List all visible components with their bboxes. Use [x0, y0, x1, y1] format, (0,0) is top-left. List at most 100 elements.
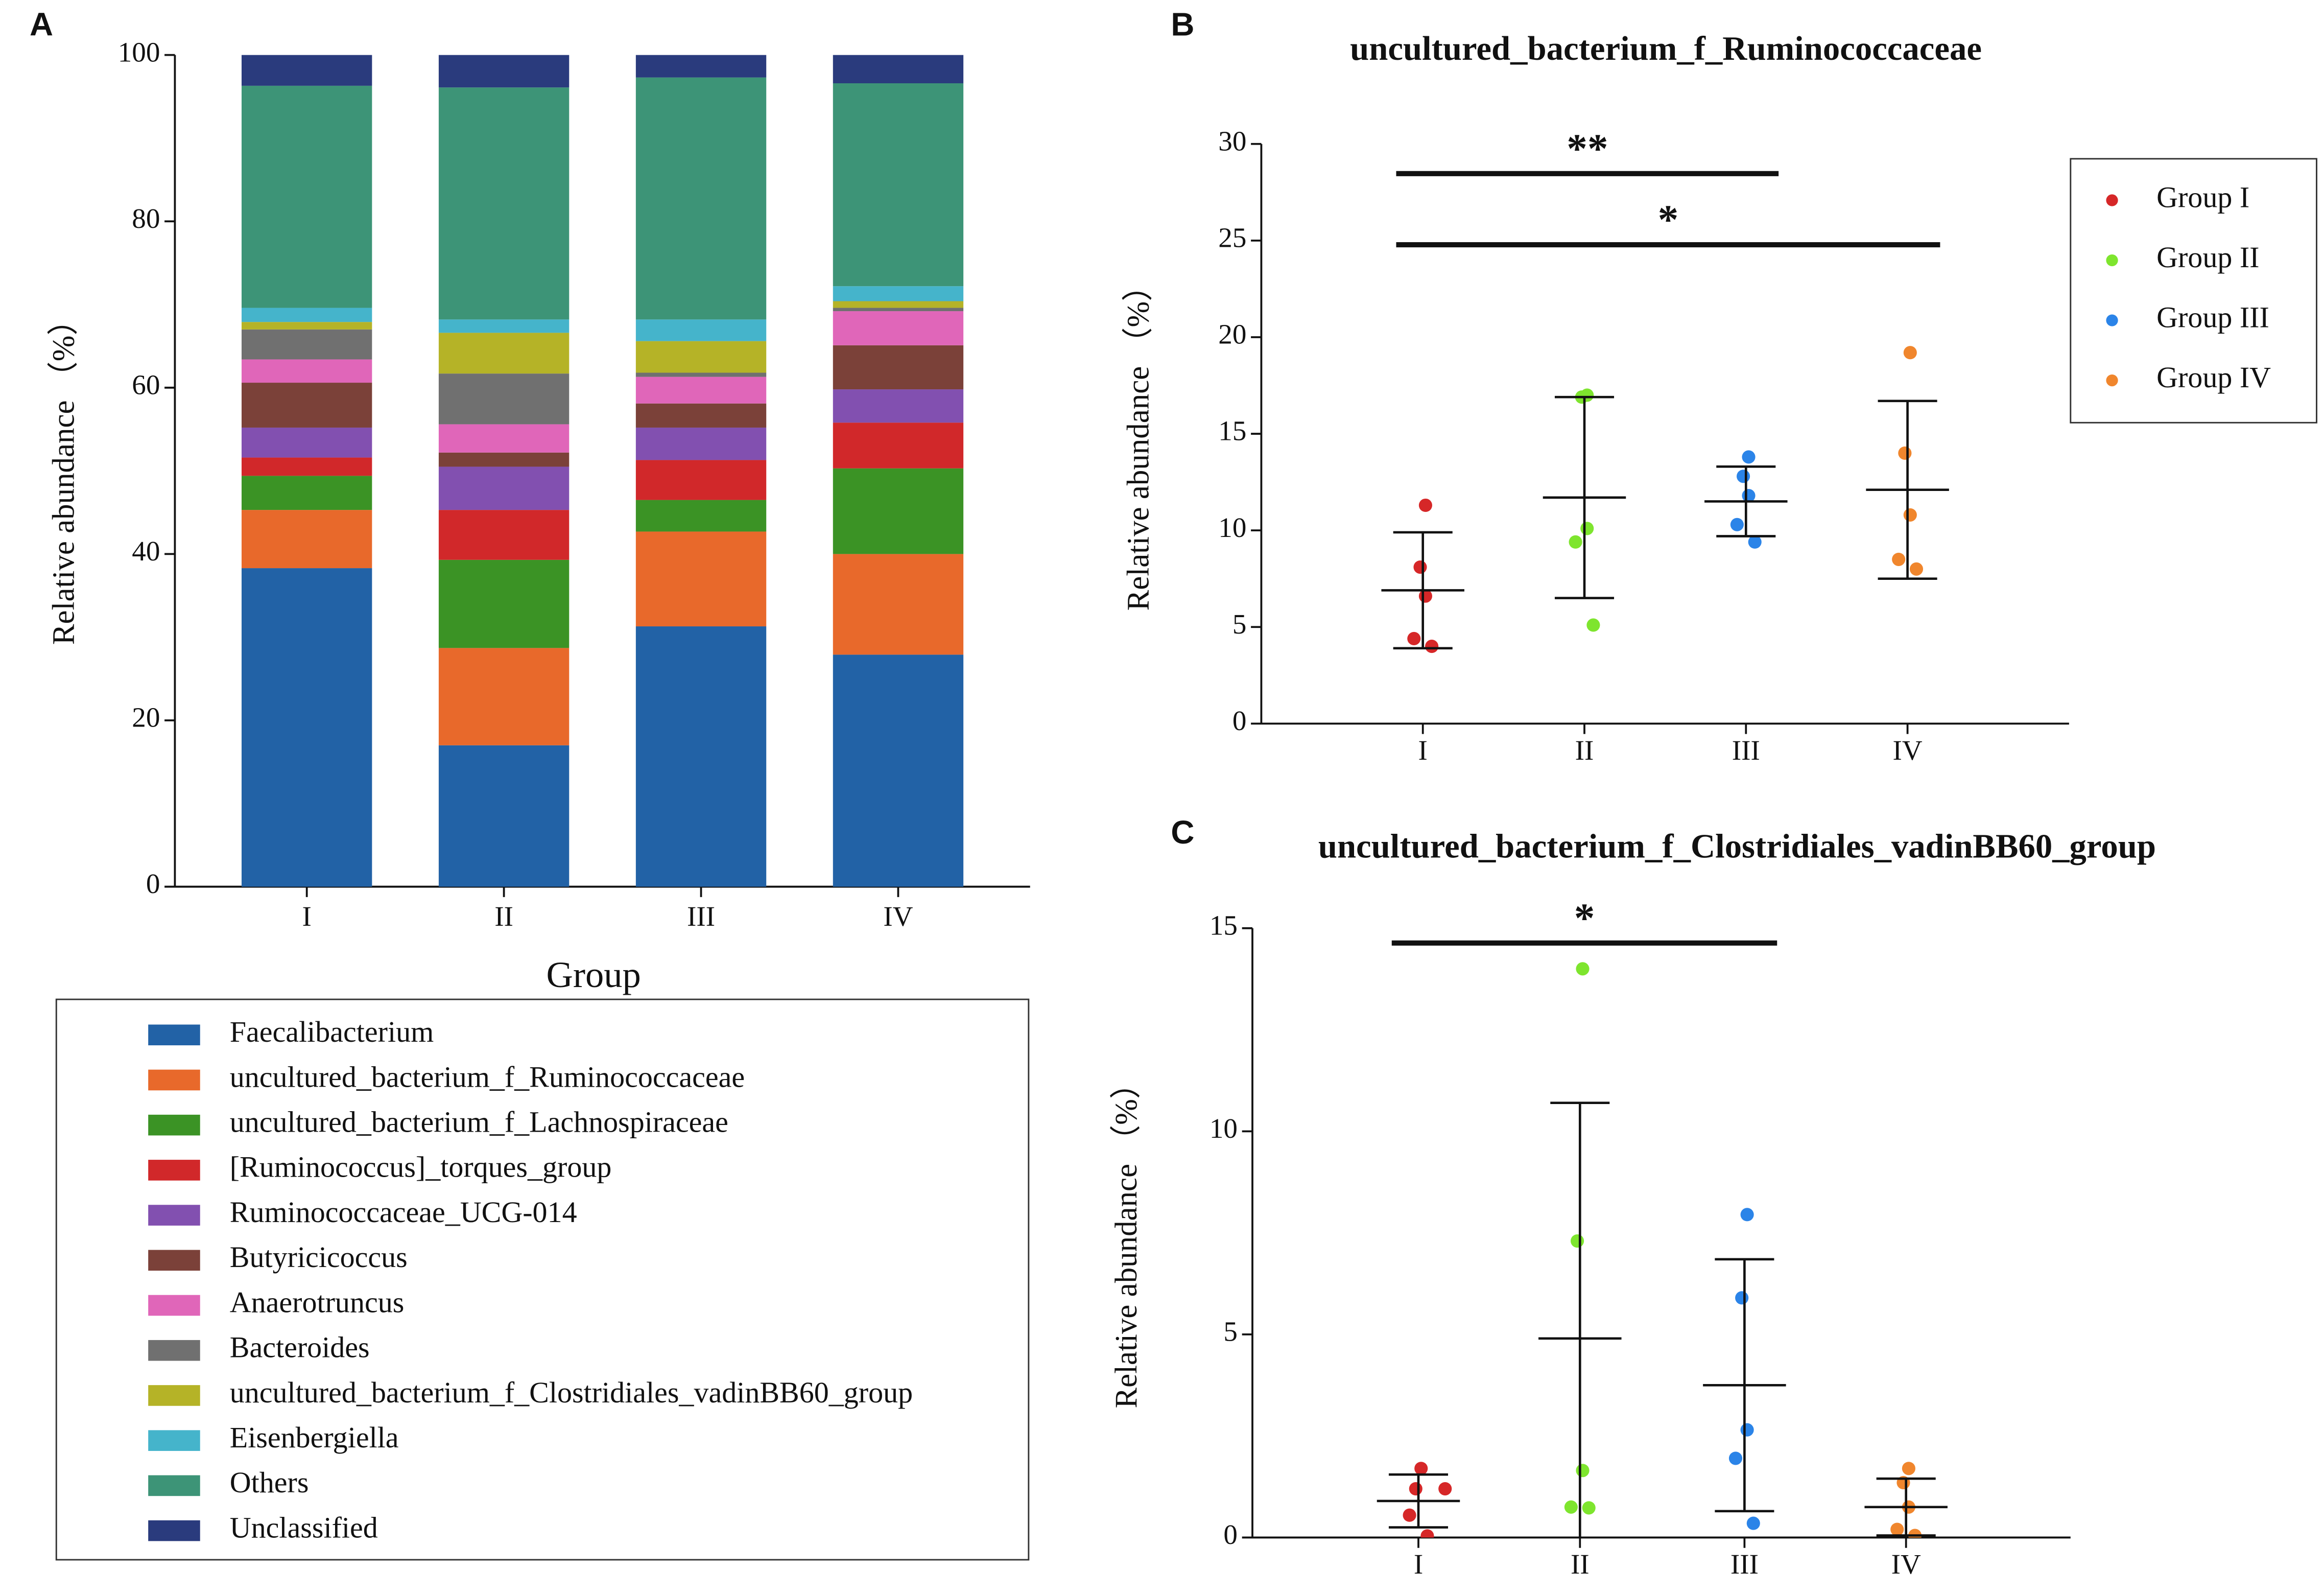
bar-segment: [833, 308, 964, 312]
panel-label: A: [30, 6, 53, 42]
bar-segment: [438, 87, 570, 320]
legend-label: Group II: [2156, 241, 2259, 274]
bar-segment: [833, 286, 964, 301]
data-point: [1892, 552, 1906, 566]
bar-segment: [438, 55, 570, 88]
bar-segment: [635, 626, 767, 887]
y-axis-label: Relative abundance （%）: [47, 304, 81, 645]
data-point: [1730, 518, 1744, 531]
legend-swatch: [148, 1475, 200, 1496]
bar-segment: [833, 311, 964, 345]
data-point: [1564, 1500, 1578, 1514]
bar-segment: [241, 308, 372, 322]
y-tick-label: 20: [1218, 319, 1246, 350]
bar-segment: [438, 745, 570, 887]
legend-label: uncultured_bacterium_f_Lachnospiraceae: [230, 1105, 728, 1138]
bar-segment: [241, 427, 372, 458]
data-point: [1580, 522, 1594, 535]
bar-segment: [833, 389, 964, 423]
legend-label: Group IV: [2156, 361, 2271, 394]
legend-label: Group III: [2156, 300, 2269, 334]
bar-segment: [635, 55, 767, 78]
legend-marker: [2106, 254, 2118, 267]
x-tick-label: II: [1571, 1549, 1590, 1580]
bar-segment: [241, 383, 372, 428]
y-tick-label: 40: [132, 535, 160, 567]
data-point: [1407, 631, 1421, 646]
y-tick-label: 5: [1232, 608, 1247, 640]
chart-title: uncultured_bacterium_f_Clostridiales_vad…: [1318, 828, 2156, 865]
x-tick-label: III: [1732, 735, 1760, 766]
legend-marker: [2106, 314, 2118, 326]
panel-label: C: [1171, 814, 1194, 851]
x-tick-label: IV: [883, 901, 913, 932]
data-point: [1576, 1464, 1590, 1478]
data-point: [1735, 1291, 1749, 1305]
data-point: [1403, 1508, 1416, 1522]
bar-segment: [241, 510, 372, 569]
y-axis-label: Relative abundance （%）: [1121, 270, 1155, 611]
bar-segment: [241, 329, 372, 360]
data-point: [1571, 1234, 1584, 1248]
bar-segment: [438, 510, 570, 560]
y-tick-label: 10: [1210, 1113, 1238, 1144]
data-point: [1569, 535, 1582, 549]
bar-segment: [241, 457, 372, 476]
legend-label: Group I: [2156, 180, 2249, 214]
data-point: [1438, 1482, 1452, 1496]
legend-label: Faecalibacterium: [230, 1015, 434, 1048]
bar-segment: [833, 345, 964, 390]
bar-segment: [438, 373, 570, 425]
x-tick-label: II: [1575, 735, 1594, 766]
bar-segment: [635, 427, 767, 460]
data-point: [1903, 346, 1917, 360]
x-tick-label: III: [1730, 1549, 1759, 1580]
bar-segment: [833, 654, 964, 887]
x-axis-label: Group: [546, 954, 641, 995]
legend-label: Butyricicoccus: [230, 1240, 408, 1274]
legend-swatch: [148, 1024, 200, 1046]
x-tick-label: II: [494, 901, 513, 932]
y-tick-label: 0: [146, 868, 160, 899]
bar-segment: [833, 423, 964, 468]
significance-label: **: [1567, 126, 1608, 172]
data-point: [1742, 450, 1756, 464]
bar-segment: [438, 319, 570, 333]
legend-swatch: [148, 1069, 200, 1091]
data-point: [1898, 446, 1912, 460]
bar-segment: [438, 333, 570, 374]
data-point: [1737, 470, 1750, 483]
bar-segment: [635, 341, 767, 373]
y-tick-label: 30: [1218, 125, 1246, 156]
legend-swatch: [148, 1295, 200, 1316]
y-tick-label: 0: [1232, 705, 1247, 736]
bar-segment: [241, 55, 372, 86]
x-tick-label: I: [1414, 1549, 1423, 1580]
data-point: [1582, 1501, 1596, 1515]
legend-swatch: [148, 1430, 200, 1451]
plot-area: [1377, 962, 1948, 1538]
bar-segment: [833, 554, 964, 655]
legend-label: Eisenbergiella: [230, 1421, 399, 1454]
y-tick-label: 15: [1210, 909, 1238, 941]
bar-segment: [241, 85, 372, 308]
x-tick-label: IV: [1893, 735, 1923, 766]
data-point: [1576, 962, 1590, 976]
bar-segment: [635, 319, 767, 341]
y-tick-label: 5: [1223, 1316, 1238, 1347]
y-tick-label: 25: [1218, 222, 1246, 253]
chart-title: uncultured_bacterium_f_Ruminococcaceae: [1350, 30, 1982, 67]
bar-segment: [635, 372, 767, 377]
legend-label: [Ruminococcus]_torques_group: [230, 1151, 612, 1184]
y-tick-label: 80: [132, 203, 160, 234]
legend-label: uncultured_bacterium_f_Ruminococcaceae: [230, 1060, 745, 1093]
data-point: [1903, 508, 1917, 522]
bar-segment: [833, 83, 964, 287]
legend-label: Anaerotruncus: [230, 1285, 405, 1319]
bar-segment: [635, 460, 767, 500]
y-tick-label: 100: [118, 36, 160, 67]
bar-segment: [438, 452, 570, 467]
y-tick-label: 0: [1223, 1519, 1238, 1550]
data-point: [1746, 1516, 1760, 1530]
